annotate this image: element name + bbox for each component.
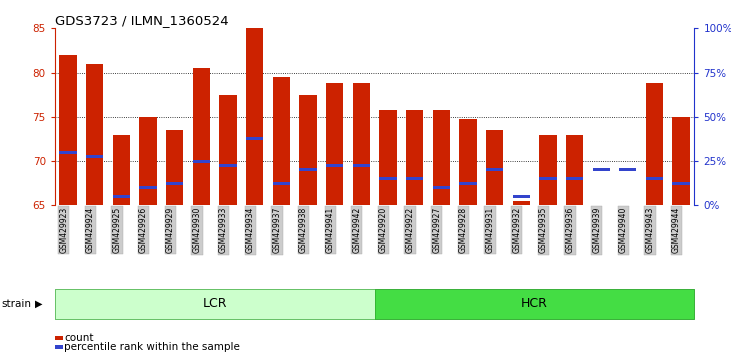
Text: GSM429922: GSM429922 <box>406 207 414 253</box>
Bar <box>673 182 690 185</box>
Text: GSM429934: GSM429934 <box>246 207 254 253</box>
Bar <box>459 119 477 205</box>
Bar <box>566 177 583 180</box>
Bar <box>352 83 370 205</box>
Bar <box>566 135 583 205</box>
Text: GSM429928: GSM429928 <box>459 207 468 253</box>
Text: GSM429927: GSM429927 <box>432 207 442 253</box>
Text: percentile rank within the sample: percentile rank within the sample <box>64 342 240 352</box>
Bar <box>673 117 690 205</box>
Text: strain: strain <box>1 298 31 309</box>
Bar <box>193 68 210 205</box>
Bar <box>300 169 317 171</box>
Bar <box>59 55 77 205</box>
Bar <box>86 155 104 158</box>
Bar <box>539 177 556 180</box>
Text: GSM429941: GSM429941 <box>326 207 335 253</box>
Bar <box>379 177 397 180</box>
Bar <box>86 64 104 205</box>
Bar <box>166 182 183 185</box>
Bar <box>273 77 290 205</box>
Bar <box>246 137 263 141</box>
Bar <box>486 169 503 171</box>
Bar <box>326 83 344 205</box>
Bar <box>433 186 450 189</box>
Text: GSM429931: GSM429931 <box>485 207 495 253</box>
Text: LCR: LCR <box>202 297 227 310</box>
Bar <box>486 130 503 205</box>
Bar <box>219 164 237 167</box>
Text: GSM429930: GSM429930 <box>192 207 202 253</box>
Bar <box>300 95 317 205</box>
Bar <box>140 186 156 189</box>
Text: ▶: ▶ <box>35 298 42 309</box>
Bar <box>59 151 77 154</box>
Bar <box>326 164 344 167</box>
Text: GSM429938: GSM429938 <box>299 207 308 253</box>
Bar <box>273 182 290 185</box>
Bar <box>352 164 370 167</box>
Bar <box>113 195 130 198</box>
Bar <box>433 110 450 205</box>
Bar <box>113 135 130 205</box>
Text: GSM429929: GSM429929 <box>166 207 175 253</box>
Text: GSM429939: GSM429939 <box>592 207 601 253</box>
Bar <box>166 130 183 205</box>
Text: GSM429942: GSM429942 <box>352 207 361 253</box>
Text: GSM429932: GSM429932 <box>512 207 521 253</box>
Bar <box>140 117 156 205</box>
Text: count: count <box>64 333 94 343</box>
Text: GSM429935: GSM429935 <box>539 207 548 253</box>
Bar <box>512 201 530 205</box>
Text: GSM429943: GSM429943 <box>645 207 654 253</box>
Bar <box>645 83 663 205</box>
Text: GSM429936: GSM429936 <box>566 207 575 253</box>
Bar <box>459 182 477 185</box>
Text: GDS3723 / ILMN_1360524: GDS3723 / ILMN_1360524 <box>55 14 229 27</box>
Text: GSM429926: GSM429926 <box>139 207 148 253</box>
Text: GSM429937: GSM429937 <box>273 207 281 253</box>
Bar <box>193 160 210 162</box>
Bar <box>406 177 423 180</box>
Bar <box>512 195 530 198</box>
Bar <box>619 169 637 171</box>
Bar <box>246 28 263 205</box>
Text: GSM429924: GSM429924 <box>86 207 95 253</box>
Bar <box>379 110 397 205</box>
Bar <box>645 177 663 180</box>
Text: GSM429920: GSM429920 <box>379 207 388 253</box>
Bar <box>539 135 556 205</box>
Bar <box>593 169 610 171</box>
Text: GSM429933: GSM429933 <box>219 207 228 253</box>
Text: GSM429940: GSM429940 <box>619 207 628 253</box>
Text: GSM429923: GSM429923 <box>59 207 68 253</box>
Bar <box>219 95 237 205</box>
Text: GSM429944: GSM429944 <box>672 207 681 253</box>
Bar <box>406 110 423 205</box>
Text: GSM429925: GSM429925 <box>113 207 121 253</box>
Text: HCR: HCR <box>521 297 548 310</box>
